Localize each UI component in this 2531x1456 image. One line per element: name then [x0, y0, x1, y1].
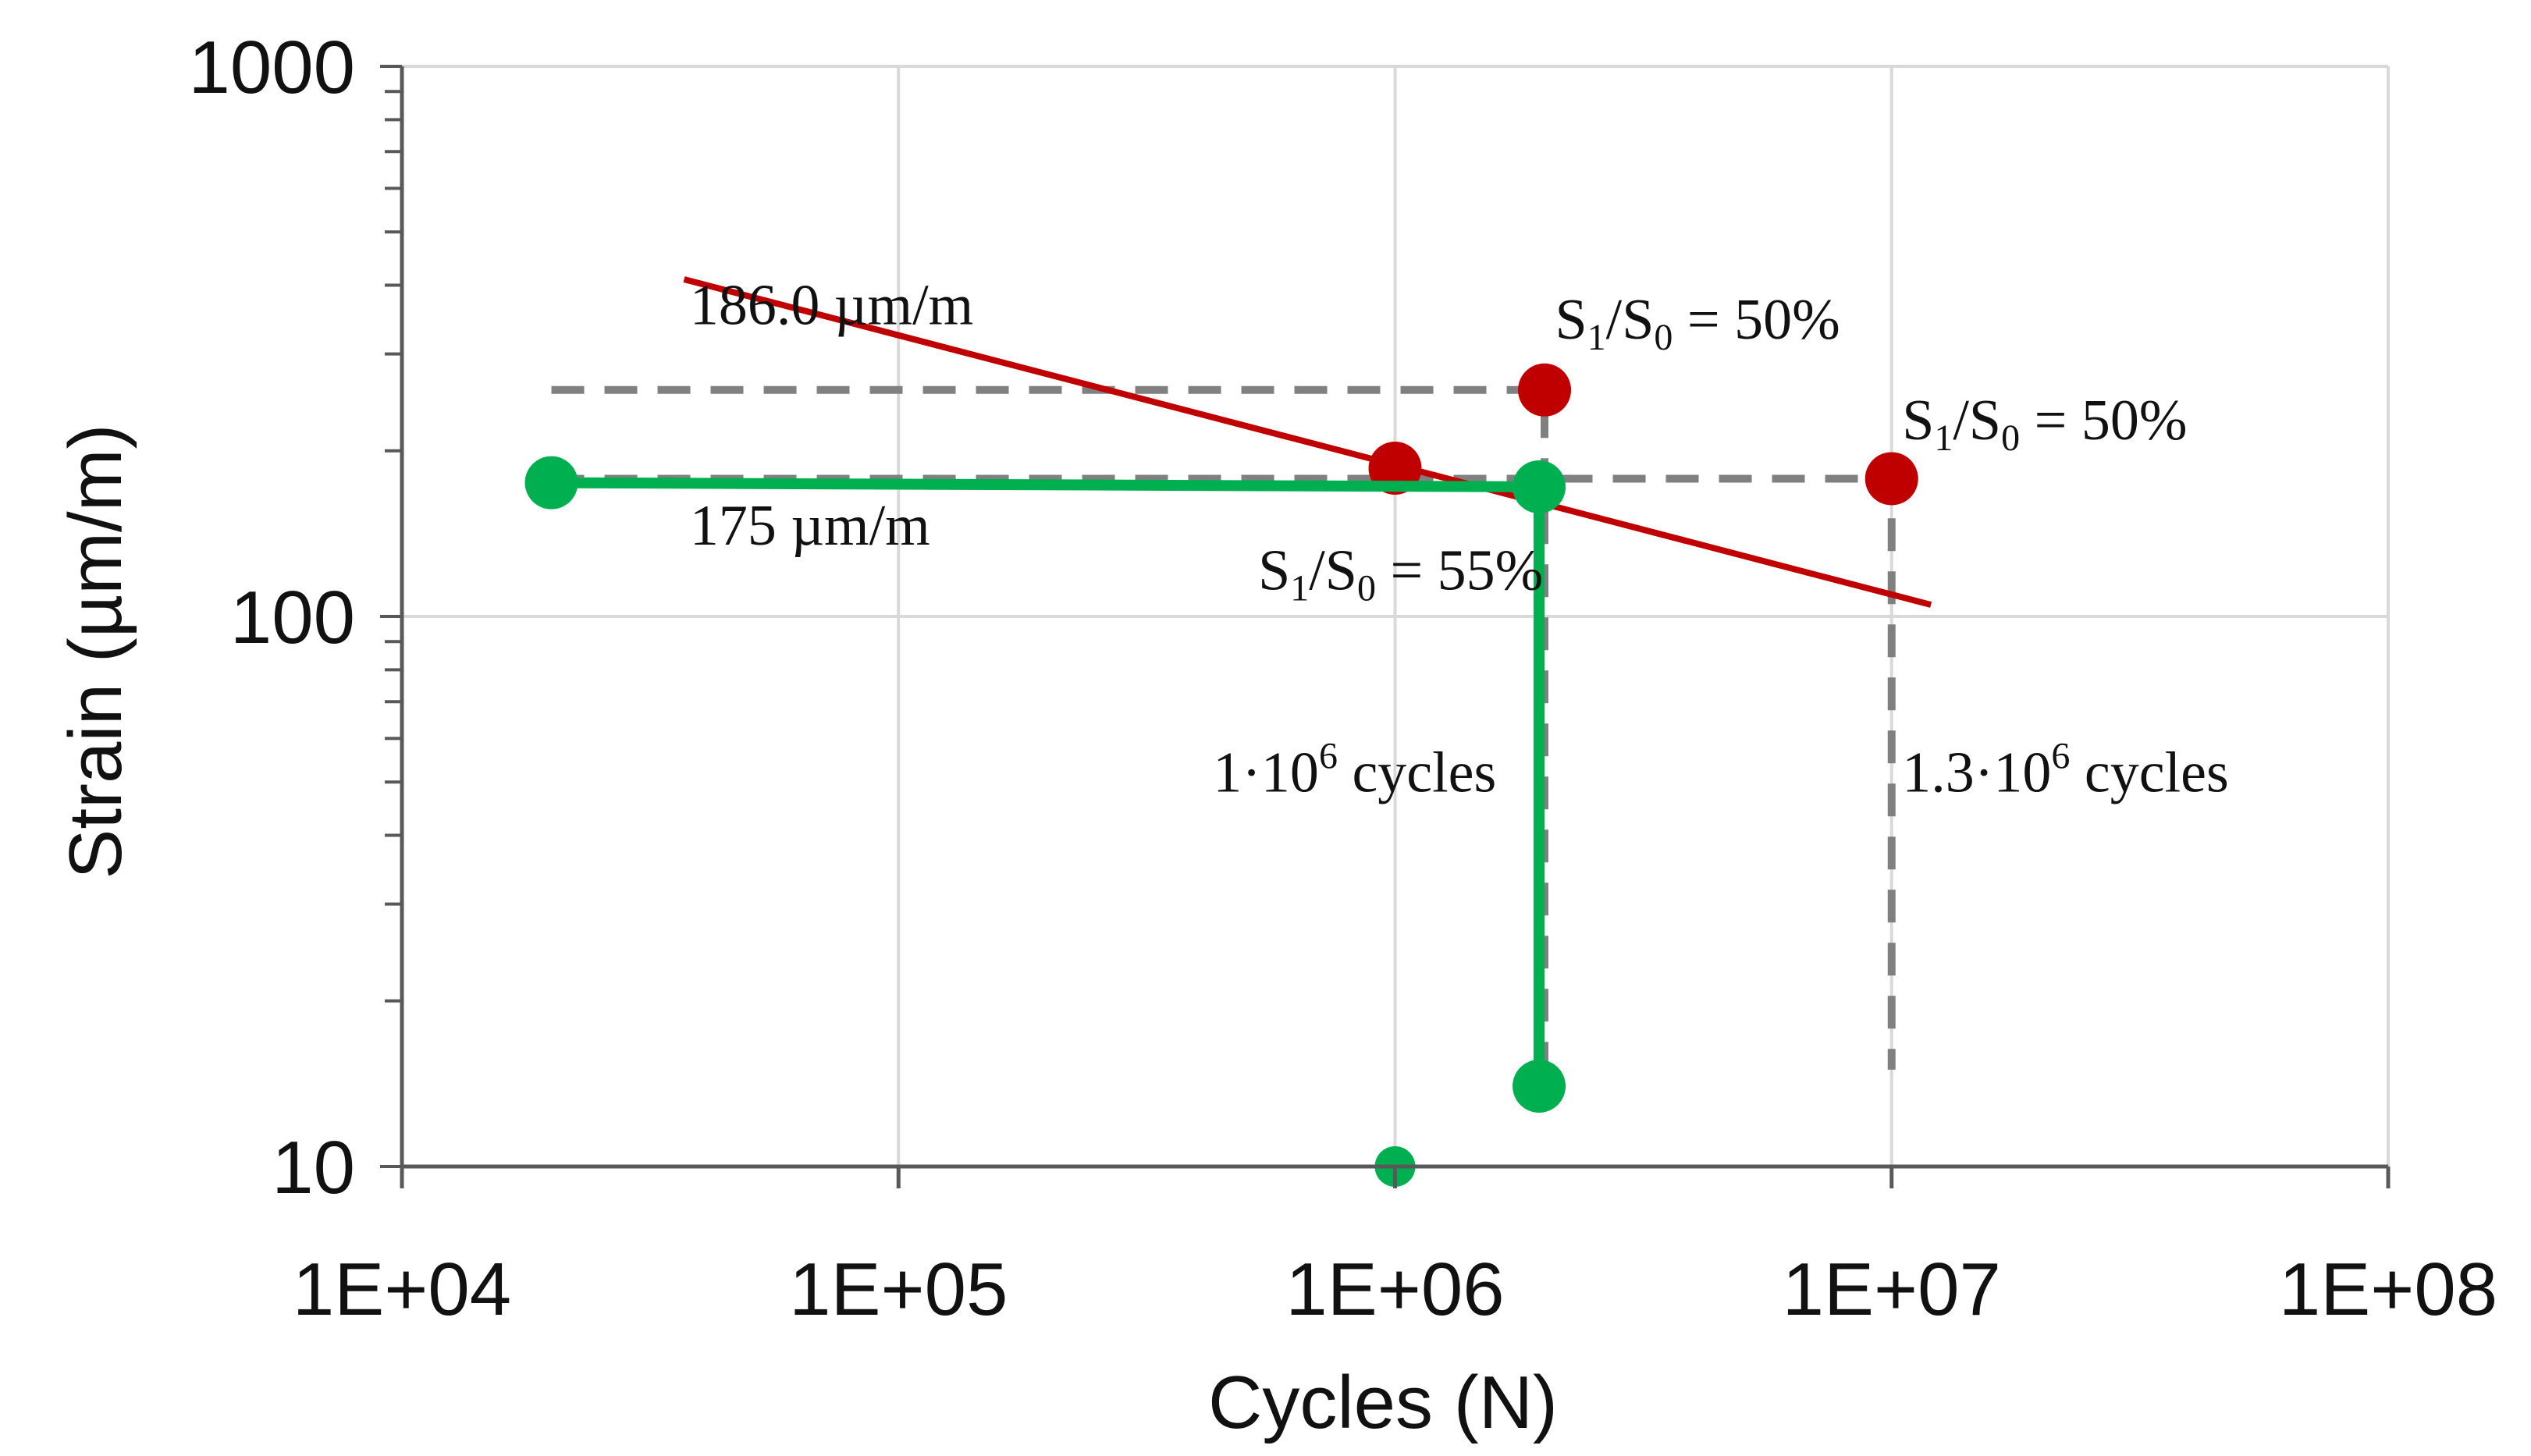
grid	[402, 65, 2390, 1167]
y-tick-label: 100	[230, 576, 355, 659]
ratio-sub1: 1	[1587, 317, 1606, 358]
ratio-s1: S	[1555, 288, 1587, 352]
ratio-slash: /S	[1309, 538, 1357, 602]
ratio-sub1: 1	[1290, 567, 1309, 609]
ratio-value: = 50%	[2020, 389, 2187, 453]
ratio-s1: S	[1902, 389, 1934, 453]
ratio-sub0: 0	[2001, 417, 2020, 459]
red-points-point	[1864, 452, 1918, 506]
ratio-value: = 55%	[1376, 538, 1543, 602]
cycles-base: 1·10	[1213, 741, 1319, 805]
ratio-sub0: 0	[1654, 317, 1673, 358]
cycles-exponent: 6	[2051, 736, 2070, 777]
y-axis-title: Strain (µm/m)	[54, 424, 137, 879]
annotation-ratio-50-right: S1/S0 = 50%	[1902, 389, 2187, 459]
green-path-marker	[524, 456, 578, 510]
x-tick-label: 1E+04	[293, 1248, 511, 1331]
ratio-s1: S	[1258, 538, 1290, 602]
annotation-ratio-55: S1/S0 = 55%	[1258, 538, 1543, 609]
ratio-slash: /S	[1953, 389, 2001, 453]
red-points-point	[1518, 363, 1572, 417]
ratio-slash: /S	[1606, 288, 1655, 352]
annotation-label-186: 186.0 µm/m	[690, 273, 973, 337]
y-tick-label: 10	[272, 1126, 355, 1209]
green-path-marker	[1513, 460, 1566, 513]
annotation-cycles-13e6: 1.3·106 cycles	[1902, 736, 2229, 805]
cycles-base: 1.3·10	[1902, 741, 2051, 805]
annotation-label-175: 175 µm/m	[690, 494, 930, 558]
ratio-sub0: 0	[1357, 567, 1376, 609]
fatigue-line-line	[683, 276, 1932, 608]
ratio-sub1: 1	[1934, 417, 1953, 459]
annotation-ratio-50-top: S1/S0 = 50%	[1555, 288, 1840, 358]
x-tick-label: 1E+05	[789, 1248, 1008, 1331]
ratio-value: = 50%	[1673, 288, 1840, 352]
x-tick-label: 1E+08	[2279, 1248, 2497, 1331]
cycles-unit: cycles	[1338, 741, 1496, 805]
cycles-unit: cycles	[2070, 741, 2228, 805]
y-tick-label: 1000	[188, 26, 355, 109]
x-tick-label: 1E+07	[1783, 1248, 2001, 1331]
annotation-cycles-1e6: 1·106 cycles	[1213, 736, 1496, 805]
series-layer	[524, 276, 1932, 1187]
green-path-marker	[1513, 1059, 1566, 1113]
x-axis-title: Cycles (N)	[1208, 1361, 1558, 1444]
x-tick-label: 1E+06	[1285, 1248, 1504, 1331]
cycles-exponent: 6	[1319, 736, 1338, 777]
